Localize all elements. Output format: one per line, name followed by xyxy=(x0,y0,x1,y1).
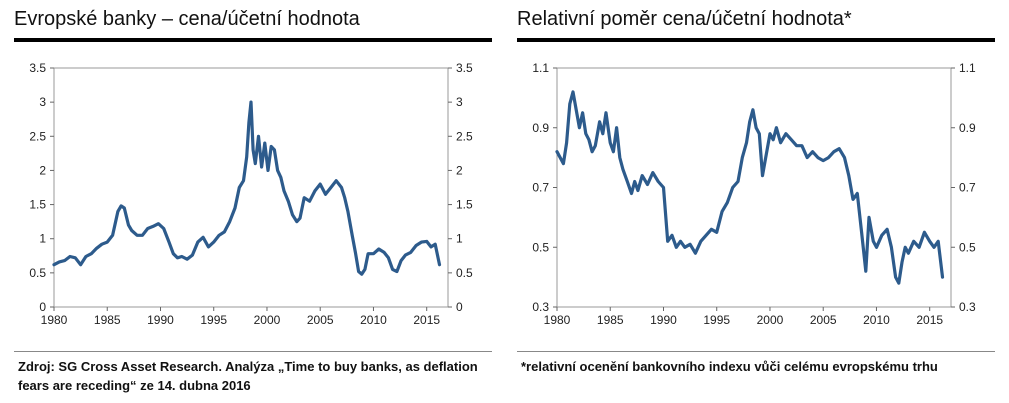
x-tick-label: 2000 xyxy=(254,313,281,327)
y-tick-label-right: 1 xyxy=(456,232,463,246)
y-tick-label-left: 3 xyxy=(39,95,46,109)
y-tick-label-right: 1.1 xyxy=(959,61,976,75)
x-tick-label: 1990 xyxy=(650,313,677,327)
x-tick-label: 2005 xyxy=(810,313,837,327)
y-tick-label-right: 0 xyxy=(456,300,463,314)
x-tick-label: 1985 xyxy=(597,313,624,327)
x-tick-label: 1980 xyxy=(544,313,571,327)
x-tick-label: 1990 xyxy=(147,313,174,327)
y-tick-label-left: 1.1 xyxy=(532,61,549,75)
x-tick-label: 1995 xyxy=(200,313,227,327)
title-rule xyxy=(14,38,492,42)
footer-rule xyxy=(517,351,995,352)
y-tick-label-left: 0.3 xyxy=(532,300,549,314)
y-tick-label-left: 2.5 xyxy=(29,129,46,143)
chart-title: Evropské banky – cena/účetní hodnota xyxy=(14,8,360,30)
y-tick-label-right: 0.7 xyxy=(959,181,976,195)
y-tick-label-right: 0.5 xyxy=(959,240,976,254)
y-tick-label-right: 1.5 xyxy=(456,198,473,212)
plot-frame xyxy=(556,67,952,308)
x-tick-label: 2010 xyxy=(360,313,387,327)
x-tick-label: 2010 xyxy=(863,313,890,327)
y-tick-label-left: 0.9 xyxy=(532,121,549,135)
series-line xyxy=(555,90,945,285)
title-rule xyxy=(517,38,995,42)
x-tick-label: 2015 xyxy=(413,313,440,327)
source-note: Zdroj: SG Cross Asset Research. Analýza … xyxy=(18,359,478,393)
y-tick-label-right: 0.5 xyxy=(456,266,473,280)
y-tick-label-right: 2 xyxy=(456,163,463,177)
x-tick-label: 1995 xyxy=(703,313,730,327)
chart-title: Relativní poměr cena/účetní hodnota* xyxy=(517,8,852,30)
x-tick-label: 1980 xyxy=(41,313,68,327)
footer-rule xyxy=(14,351,492,352)
x-tick-label: 1985 xyxy=(94,313,121,327)
y-tick-label-right: 3 xyxy=(456,95,463,109)
x-tick-label: 2000 xyxy=(757,313,784,327)
y-tick-label-left: 0.7 xyxy=(532,181,549,195)
y-tick-label-right: 0.9 xyxy=(959,121,976,135)
y-tick-label-left: 3.5 xyxy=(29,61,46,75)
x-tick-label: 2015 xyxy=(916,313,943,327)
y-tick-label-left: 0.5 xyxy=(29,266,46,280)
y-tick-label-left: 1.5 xyxy=(29,198,46,212)
y-tick-label-right: 3.5 xyxy=(456,61,473,75)
series-line xyxy=(52,100,442,276)
chart-svg: 0 0 0.5 0.5 1 1 1.5 1.5 2 2 2.5 2.5 3 3 3.5 3.5 1980 1985… xyxy=(29,61,473,327)
plot-frame xyxy=(53,67,449,308)
y-tick-label-right: 2.5 xyxy=(456,129,473,143)
y-tick-label-left: 0 xyxy=(39,300,46,314)
y-tick-label-left: 0.5 xyxy=(532,240,549,254)
chart-svg: 0.3 0.3 0.5 0.5 0.7 0.7 0.9 0.9 1.1 1.1 1980 1985 19… xyxy=(532,61,976,327)
chart-panel-right: Relativní poměr cena/účetní hodnota* 0.3… xyxy=(517,0,995,403)
y-tick-label-right: 0.3 xyxy=(959,300,976,314)
footnote: *relativní ocenění bankovního indexu vůč… xyxy=(521,359,938,374)
y-tick-label-left: 2 xyxy=(39,163,46,177)
x-tick-label: 2005 xyxy=(307,313,334,327)
y-tick-label-left: 1 xyxy=(39,232,46,246)
